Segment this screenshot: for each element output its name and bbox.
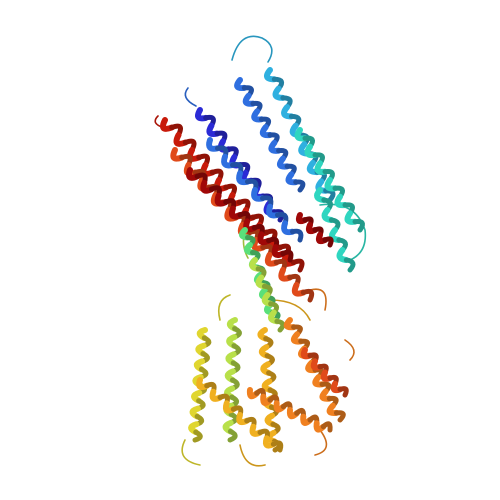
helix-segment: [343, 257, 356, 273]
helix-segment: [352, 219, 365, 233]
helix-ribbons: [160, 67, 365, 453]
coil-loop: [314, 429, 328, 456]
helix-segment: [337, 386, 349, 398]
coil-loop: [309, 288, 327, 311]
helix-segment: [293, 179, 306, 193]
coil-loop: [344, 339, 355, 361]
helix-segment: [270, 440, 284, 453]
helix-segment: [322, 236, 334, 248]
helix-segment: [274, 318, 286, 333]
helix-segment: [227, 428, 238, 443]
helix-segment: [280, 249, 294, 263]
helix-segment: [300, 288, 315, 303]
helix-segment: [290, 228, 304, 243]
coil-loop: [181, 439, 201, 466]
helix-segment: [290, 258, 305, 273]
helix-segment: [323, 188, 336, 203]
coil-loop: [239, 444, 266, 467]
helix-segment: [192, 429, 203, 443]
coil-loop: [217, 294, 231, 321]
helix-segment: [320, 421, 333, 433]
coil-loop: [231, 35, 273, 63]
helix-segment: [333, 410, 346, 423]
coil-loop: [184, 87, 197, 107]
